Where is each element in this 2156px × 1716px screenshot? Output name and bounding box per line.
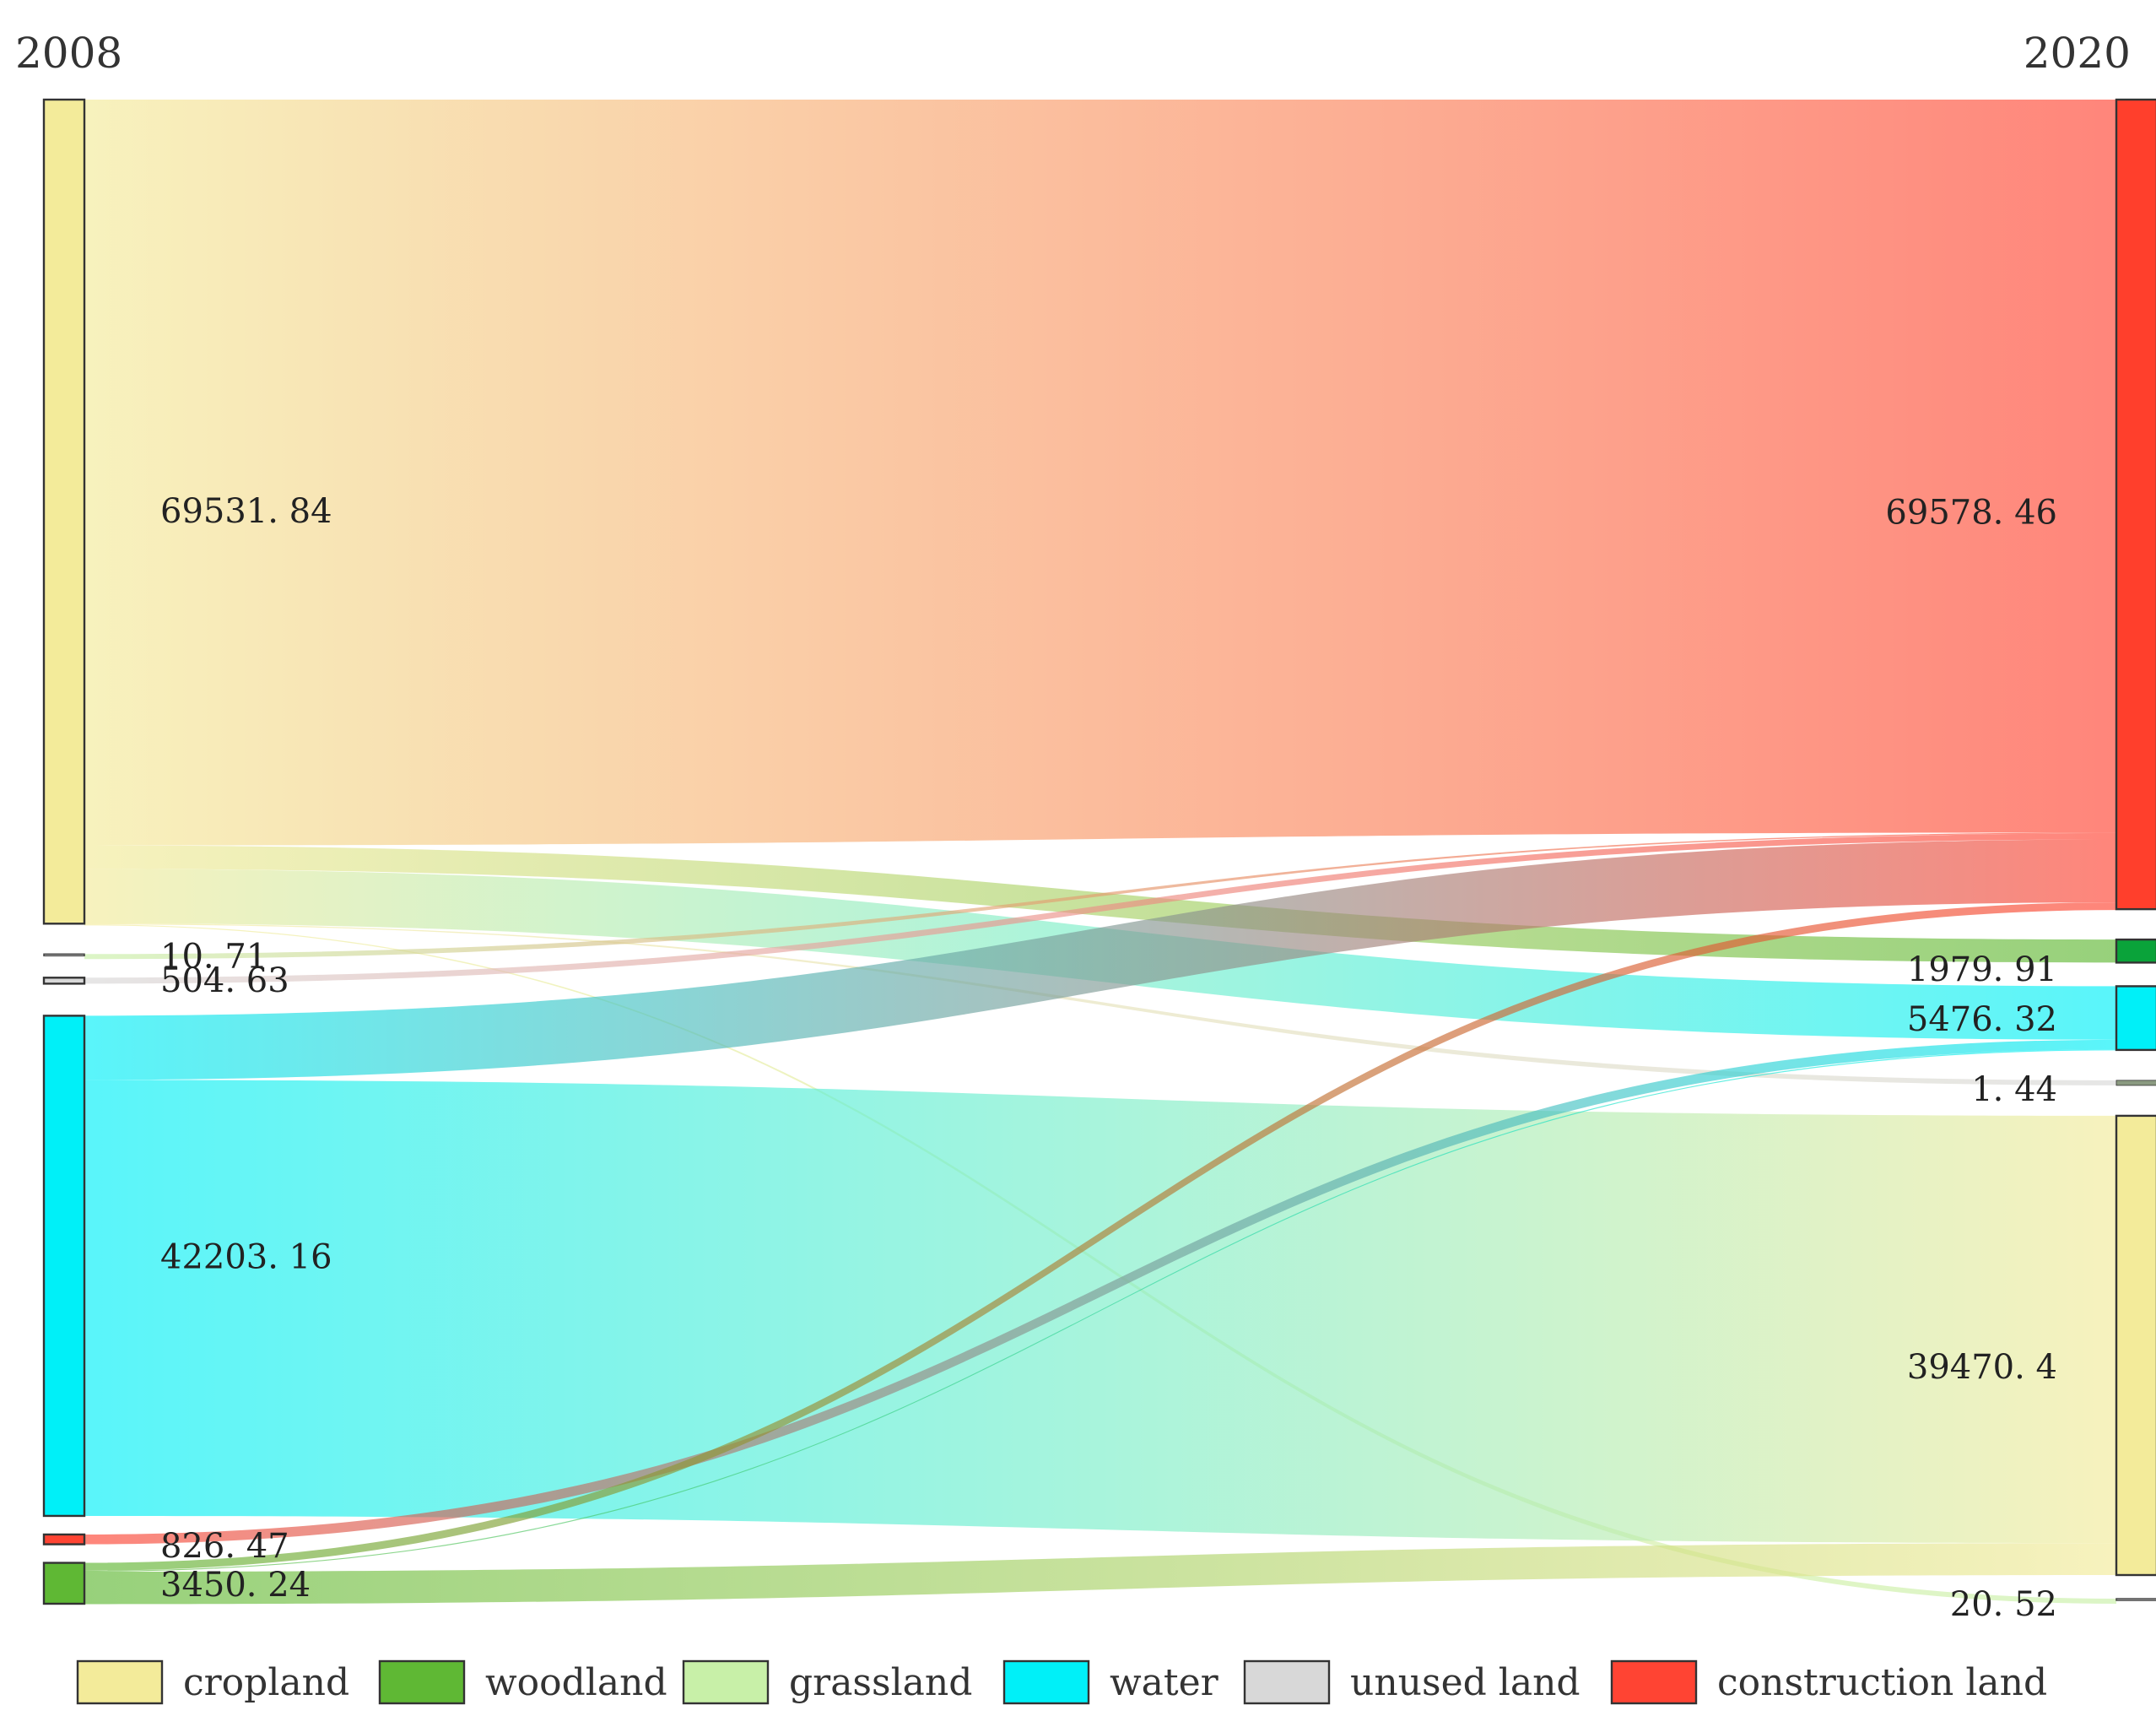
- legend-label-construction: construction land: [1717, 1661, 2047, 1704]
- legend-swatch-grassland: [682, 1659, 770, 1705]
- node-wood20: [2115, 938, 2156, 964]
- legend-swatch-woodland: [378, 1659, 466, 1705]
- legend-label-grassland: grassland: [789, 1661, 972, 1704]
- node-layer: [42, 98, 2156, 1605]
- label-cons08: 826. 47: [160, 1527, 289, 1566]
- node-cons20: [2115, 98, 2156, 911]
- year-left-label: 2008: [15, 29, 122, 78]
- label-grass20: 20. 52: [1950, 1585, 2057, 1624]
- flow-grass08-to-cons20: [84, 832, 2116, 960]
- label-crop08: 69531. 84: [160, 492, 332, 531]
- node-crop08: [42, 98, 86, 925]
- legend-swatch-construction: [1610, 1659, 1698, 1705]
- flow-crop08-to-unused20: [84, 923, 2116, 1085]
- flow-wood08-to-water20: [84, 1049, 2116, 1573]
- flow-wood08-to-cons20: [84, 902, 2116, 1571]
- label-water20: 5476. 32: [1907, 1000, 2057, 1039]
- label-wood08: 3450. 24: [160, 1566, 311, 1605]
- legend-swatch-cropland: [76, 1659, 164, 1705]
- legend-label-cropland: cropland: [183, 1661, 349, 1704]
- node-unused20: [2115, 1080, 2156, 1086]
- label-crop20: 39470. 4: [1907, 1348, 2057, 1387]
- node-grass20: [2115, 1598, 2156, 1601]
- node-cons08: [42, 1533, 86, 1545]
- flow-crop08-to-cons20: [84, 100, 2116, 846]
- legend-swatch-unused: [1243, 1659, 1331, 1705]
- year-right-label: 2020: [2024, 29, 2131, 78]
- flow-crop08-to-wood20: [84, 845, 2116, 963]
- flow-water08-to-cons20: [84, 839, 2116, 1080]
- legend-label-water: water: [1110, 1661, 1219, 1704]
- node-crop20: [2115, 1114, 2156, 1577]
- label-cons20: 69578. 46: [1885, 494, 2057, 533]
- flow-wood08-to-crop20: [84, 1543, 2116, 1605]
- legend-label-woodland: woodland: [485, 1661, 667, 1704]
- label-wood20: 1979. 91: [1907, 950, 2057, 989]
- node-unused08: [42, 977, 86, 985]
- flow-layer: [84, 100, 2116, 1605]
- node-wood08: [42, 1562, 86, 1605]
- label-water08: 42203. 16: [160, 1238, 332, 1277]
- label-unused08: 504. 63: [160, 961, 289, 1000]
- node-grass08: [43, 953, 85, 957]
- legend-swatch-water: [1002, 1659, 1090, 1705]
- node-water20: [2115, 985, 2156, 1052]
- flow-unused08-to-cons20: [84, 833, 2116, 984]
- flow-water08-to-crop20: [84, 1080, 2116, 1544]
- legend: cropland woodland grassland water unused lan…: [76, 1659, 2047, 1705]
- node-water08: [42, 1015, 86, 1518]
- label-unused20: 1. 44: [1971, 1070, 2057, 1109]
- legend-label-unused: unused land: [1350, 1661, 1581, 1704]
- flow-cons08-to-water20: [84, 1039, 2116, 1545]
- label-grass08: 10. 71: [160, 937, 267, 976]
